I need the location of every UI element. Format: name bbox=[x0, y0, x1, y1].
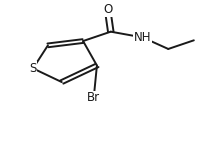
Text: Br: Br bbox=[87, 91, 100, 104]
Text: O: O bbox=[103, 3, 112, 16]
Text: S: S bbox=[29, 62, 37, 75]
Text: NH: NH bbox=[134, 31, 151, 44]
